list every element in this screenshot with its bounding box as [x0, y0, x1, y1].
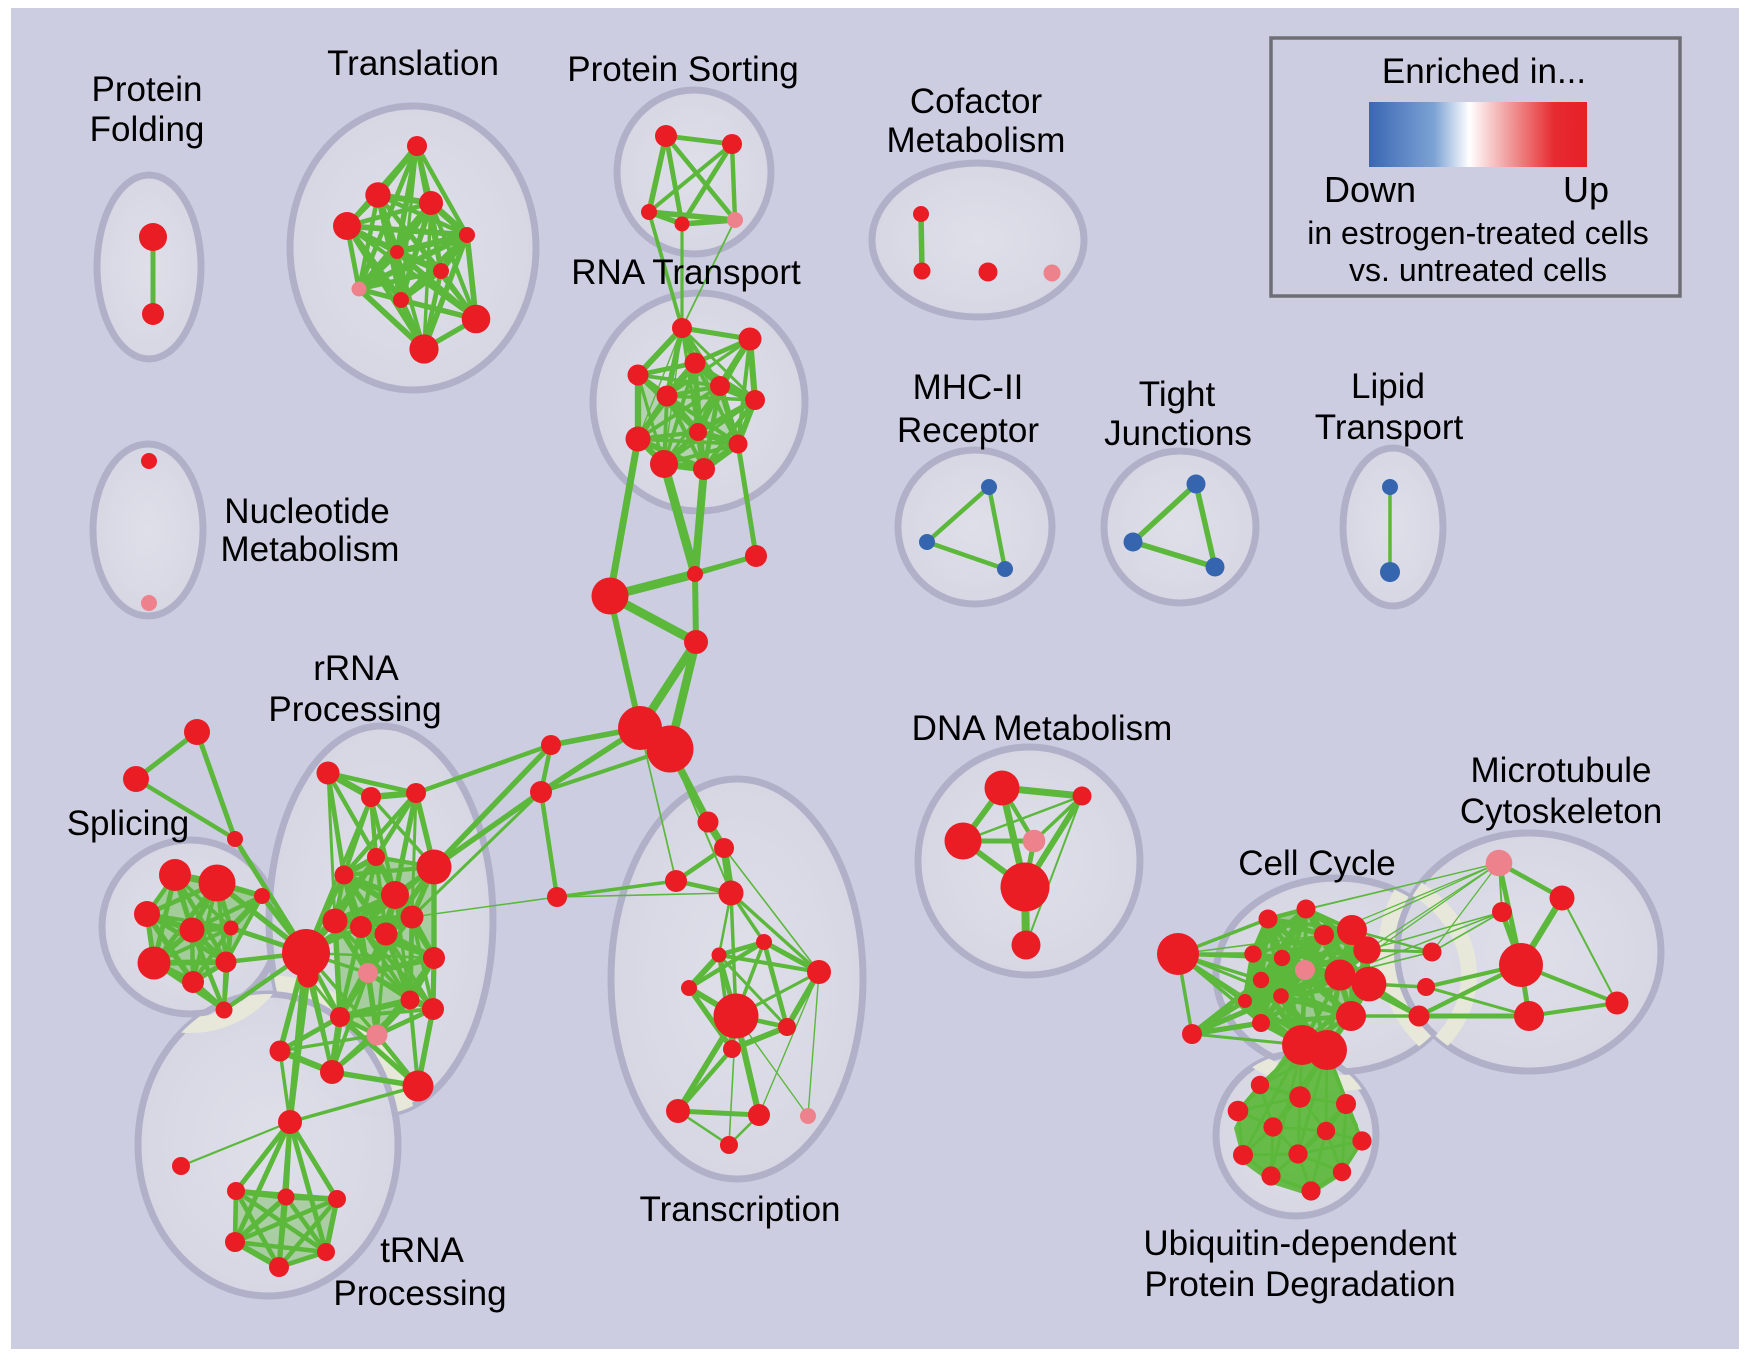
- svg-text:Protein: Protein: [92, 70, 203, 109]
- svg-text:Transcription: Transcription: [640, 1190, 841, 1229]
- svg-text:in estrogen-treated cells: in estrogen-treated cells: [1307, 215, 1649, 251]
- svg-text:Junctions: Junctions: [1104, 414, 1252, 453]
- svg-text:Protein Degradation: Protein Degradation: [1144, 1265, 1455, 1304]
- svg-text:tRNA: tRNA: [380, 1231, 464, 1270]
- svg-text:Folding: Folding: [90, 110, 205, 149]
- svg-text:Transport: Transport: [1315, 408, 1464, 447]
- svg-text:rRNA: rRNA: [313, 649, 399, 688]
- svg-text:Ubiquitin-dependent: Ubiquitin-dependent: [1143, 1224, 1457, 1263]
- svg-text:vs. untreated cells: vs. untreated cells: [1349, 252, 1607, 288]
- svg-text:Cofactor: Cofactor: [910, 82, 1043, 121]
- svg-text:DNA Metabolism: DNA Metabolism: [912, 709, 1173, 748]
- svg-text:Up: Up: [1563, 169, 1609, 210]
- svg-text:Metabolism: Metabolism: [887, 121, 1066, 160]
- svg-text:Metabolism: Metabolism: [221, 530, 400, 569]
- svg-text:Protein Sorting: Protein Sorting: [567, 50, 799, 89]
- svg-text:Nucleotide: Nucleotide: [224, 492, 389, 531]
- svg-text:Cell Cycle: Cell Cycle: [1238, 844, 1396, 883]
- svg-text:RNA Transport: RNA Transport: [571, 253, 801, 292]
- svg-text:Processing: Processing: [268, 690, 441, 729]
- svg-text:Processing: Processing: [333, 1274, 506, 1313]
- svg-text:Receptor: Receptor: [897, 411, 1039, 450]
- svg-text:Cytoskeleton: Cytoskeleton: [1460, 792, 1662, 831]
- svg-text:Enriched in...: Enriched in...: [1382, 52, 1586, 91]
- svg-text:Down: Down: [1324, 169, 1416, 210]
- svg-text:Splicing: Splicing: [67, 804, 190, 843]
- svg-text:Tight: Tight: [1139, 375, 1216, 414]
- svg-text:MHC-II: MHC-II: [913, 368, 1024, 407]
- svg-text:Lipid: Lipid: [1351, 367, 1425, 406]
- svg-text:Microtubule: Microtubule: [1471, 751, 1652, 790]
- svg-text:Translation: Translation: [327, 44, 499, 83]
